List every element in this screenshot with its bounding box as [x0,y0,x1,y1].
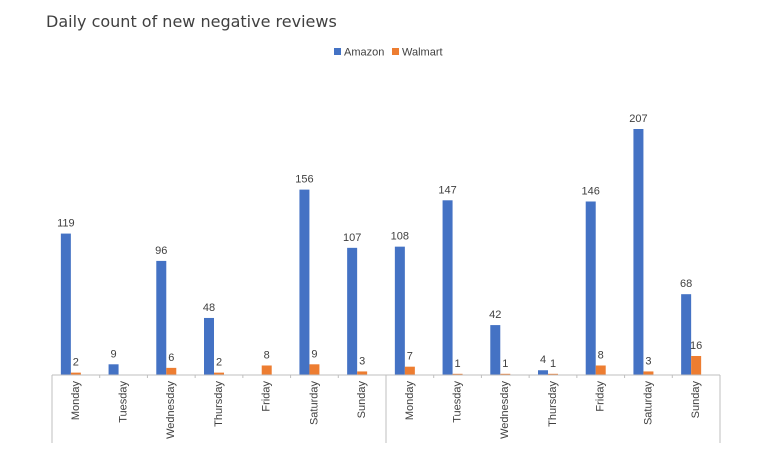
amazon-bar [60,233,71,375]
walmart-data-label: 8 [264,349,270,361]
legend-swatch [392,48,399,55]
walmart-data-label: 1 [550,358,556,370]
walmart-data-label: 2 [73,357,79,369]
walmart-bar [452,373,463,375]
x-tick-label: Monday [404,381,416,421]
walmart-bar [357,371,368,375]
walmart-data-label: 8 [598,349,604,361]
x-tick-label: Tuesday [451,381,463,423]
amazon-bar [490,325,501,375]
x-tick-label: Sunday [690,381,702,419]
amazon-data-label: 48 [203,302,215,314]
x-tick-label: Tuesday [117,381,129,423]
walmart-bar [595,365,606,375]
walmart-bar [261,365,272,375]
legend: Amazon Walmart [334,47,443,59]
x-tick-label: Wednesday [165,381,177,439]
x-tick-label: Sunday [356,381,368,419]
walmart-data-label: 1 [502,358,508,370]
amazon-data-label: 107 [343,232,361,244]
walmart-bar [643,371,654,375]
amazon-bar [156,260,167,375]
walmart-data-label: 2 [216,357,222,369]
legend-label: Amazon [344,47,384,59]
walmart-data-label: 3 [359,355,365,367]
walmart-bar [214,372,224,375]
walmart-bar [404,366,415,375]
amazon-bar [633,129,644,375]
walmart-bar [70,372,81,375]
amazon-bar [585,201,596,375]
amazon-bar [681,294,692,375]
legend-swatch [334,48,341,55]
x-tick-label: Thursday [547,381,559,427]
legend-label: Walmart [402,47,443,59]
walmart-bar [548,373,558,375]
x-tick-label: Saturday [642,381,654,426]
walmart-bar [500,373,511,375]
amazon-bar [204,317,214,375]
walmart-bar [691,355,702,375]
amazon-bar [538,370,548,375]
amazon-data-label: 108 [391,231,409,243]
x-tick-label: Friday [261,381,273,412]
amazon-data-label: 9 [111,348,117,360]
walmart-data-label: 16 [690,340,702,352]
amazon-bar [442,200,453,375]
chart-title: Daily count of new negative reviews [46,12,337,31]
x-tick-label: Friday [595,381,607,412]
amazon-data-label: 96 [155,245,167,257]
amazon-data-label: 146 [582,185,600,197]
walmart-data-label: 6 [168,352,174,364]
amazon-data-label: 156 [295,174,313,186]
amazon-bar [394,246,405,375]
x-tick-label: Saturday [308,381,320,426]
amazon-bar [108,364,119,375]
x-tick-label: Thursday [213,381,225,427]
walmart-bar [166,367,177,375]
walmart-data-label: 9 [311,348,317,360]
amazon-data-label: 119 [57,218,75,230]
walmart-data-label: 7 [407,351,413,363]
amazon-bar [299,189,310,375]
amazon-data-label: 207 [629,113,647,125]
amazon-bar [347,247,358,375]
walmart-data-label: 3 [645,355,651,367]
amazon-data-label: 42 [489,309,501,321]
x-tick-label: Wednesday [499,381,511,439]
walmart-data-label: 1 [455,358,461,370]
amazon-data-label: 4 [540,354,546,366]
amazon-data-label: 147 [438,184,456,196]
x-tick-label: Monday [70,381,82,421]
amazon-data-label: 68 [680,278,692,290]
walmart-bar [309,364,320,375]
